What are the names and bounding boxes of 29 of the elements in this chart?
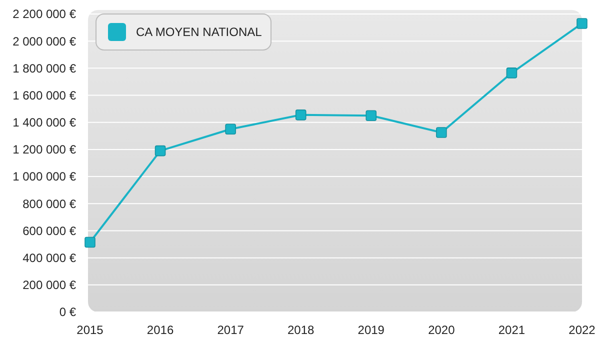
legend-label: CA MOYEN NATIONAL	[136, 25, 262, 40]
y-tick-label: 1 400 000 €	[12, 116, 76, 130]
y-tick-label: 2 200 000 €	[12, 7, 76, 22]
y-tick-label: 1 800 000 €	[12, 61, 76, 76]
point	[154, 145, 166, 156]
x-tick-label: 2020	[428, 323, 456, 337]
x-tick-label: 2021	[498, 323, 526, 337]
y-tick-label: 1 000 000 €	[12, 170, 76, 184]
x-tick-label: 2022	[568, 323, 596, 337]
y-tick-label: 200 000 €	[22, 278, 76, 292]
y-tick-label: 2 000 000 €	[12, 34, 76, 48]
y-tick-label: 600 000 €	[22, 224, 76, 238]
y-tick-label: 1 200 000 €	[12, 142, 76, 157]
y-tick-label: 400 000 €	[22, 251, 76, 266]
y-tick-label: 1 600 000 €	[12, 88, 76, 102]
x-tick-label: 2019	[358, 323, 385, 337]
x-tick-label: 2017	[217, 323, 244, 337]
y-tick-label: 800 000 €	[22, 196, 76, 211]
x-tick-label: 2018	[288, 323, 315, 337]
x-tick-label: 2015	[76, 323, 104, 337]
x-tick-label: 2016	[146, 323, 174, 337]
point	[295, 110, 306, 120]
y-tick-label: 0 €	[59, 305, 76, 320]
point	[225, 124, 236, 135]
point	[84, 236, 96, 248]
point	[436, 127, 447, 138]
point	[506, 68, 518, 78]
point	[366, 110, 377, 121]
point	[576, 18, 588, 29]
